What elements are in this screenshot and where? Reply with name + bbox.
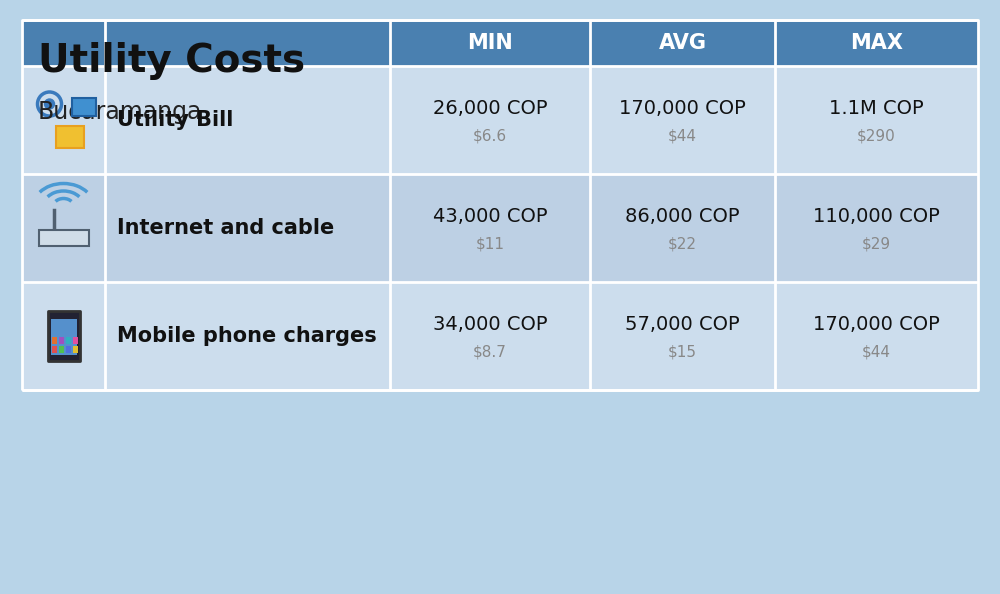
Bar — [590, 282, 775, 390]
Bar — [840, 68, 960, 108]
Text: $290: $290 — [857, 128, 896, 144]
Circle shape — [44, 99, 54, 109]
Text: AVG: AVG — [658, 33, 706, 53]
Bar — [775, 174, 978, 282]
Text: 86,000 COP: 86,000 COP — [625, 207, 740, 226]
Text: $29: $29 — [862, 236, 891, 251]
Text: $44: $44 — [668, 128, 697, 144]
Bar — [56, 126, 84, 148]
Bar — [390, 66, 590, 174]
Text: 170,000 COP: 170,000 COP — [619, 99, 746, 118]
Text: 57,000 COP: 57,000 COP — [625, 314, 740, 333]
Bar — [105, 66, 390, 174]
Text: 34,000 COP: 34,000 COP — [433, 314, 547, 333]
Bar — [66, 346, 70, 353]
Text: $22: $22 — [668, 236, 697, 251]
Text: 110,000 COP: 110,000 COP — [813, 207, 940, 226]
Bar — [105, 20, 390, 66]
Text: Internet and cable: Internet and cable — [117, 218, 334, 238]
Bar — [52, 346, 56, 353]
Text: Mobile phone charges: Mobile phone charges — [117, 326, 377, 346]
Bar — [840, 28, 960, 108]
Bar — [590, 66, 775, 174]
Text: MAX: MAX — [850, 33, 903, 53]
Text: $8.7: $8.7 — [473, 345, 507, 359]
Text: 43,000 COP: 43,000 COP — [433, 207, 547, 226]
Bar — [72, 346, 78, 353]
Bar — [590, 174, 775, 282]
Bar — [22, 282, 105, 390]
Text: $6.6: $6.6 — [473, 128, 507, 144]
Text: 170,000 COP: 170,000 COP — [813, 314, 940, 333]
Text: MIN: MIN — [467, 33, 513, 53]
Bar — [390, 282, 590, 390]
Bar — [22, 66, 105, 174]
Bar — [58, 337, 64, 344]
Bar — [390, 20, 590, 66]
Bar — [775, 20, 978, 66]
Bar — [66, 337, 70, 344]
Bar — [105, 282, 390, 390]
Bar — [840, 48, 960, 68]
Bar — [38, 230, 88, 246]
Text: 1.1M COP: 1.1M COP — [829, 99, 924, 118]
Text: Utility Costs: Utility Costs — [38, 42, 305, 80]
Bar — [48, 311, 80, 361]
Bar — [22, 174, 105, 282]
Bar — [775, 282, 978, 390]
Bar — [775, 66, 978, 174]
Bar — [52, 337, 56, 344]
Bar — [22, 20, 105, 66]
Text: 26,000 COP: 26,000 COP — [433, 99, 547, 118]
Bar — [390, 174, 590, 282]
Bar — [72, 98, 96, 116]
Bar — [105, 174, 390, 282]
Bar — [590, 20, 775, 66]
Bar — [50, 319, 76, 355]
Text: $11: $11 — [476, 236, 505, 251]
Bar — [840, 28, 960, 48]
Text: $15: $15 — [668, 345, 697, 359]
Text: Utility Bill: Utility Bill — [117, 110, 233, 130]
Bar — [58, 346, 64, 353]
Bar — [72, 337, 78, 344]
Text: Bucaramanga: Bucaramanga — [38, 100, 202, 124]
Text: $44: $44 — [862, 345, 891, 359]
